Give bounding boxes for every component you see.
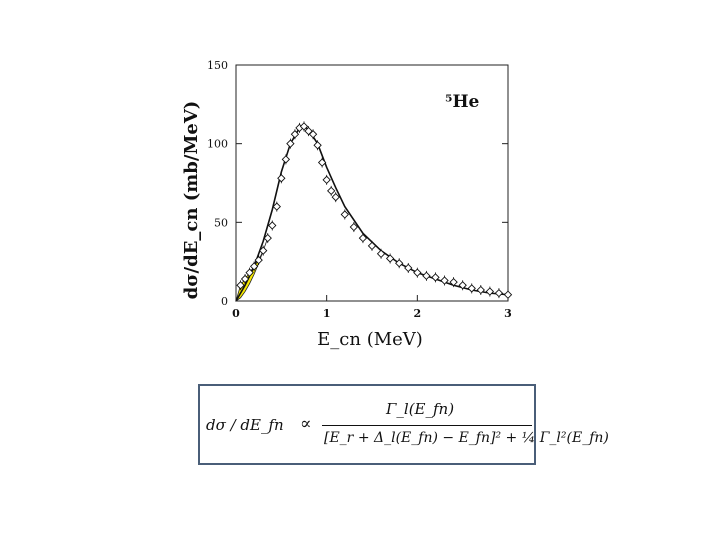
data-point — [268, 221, 277, 230]
data-point — [286, 139, 295, 148]
data-point — [331, 192, 340, 202]
formula-lhs: dσ / dE_fn — [206, 416, 284, 434]
x-axis-label: E_cn (MeV) — [317, 329, 423, 350]
data-point — [385, 254, 395, 263]
data-point — [422, 271, 431, 280]
data-point — [413, 268, 422, 277]
data-point — [485, 287, 495, 296]
data-point — [317, 158, 327, 167]
data-point — [272, 202, 281, 211]
y-tick-label: 150 — [207, 59, 228, 72]
data-point — [277, 174, 286, 183]
axis-ticks: 0 1 2 3 0 50 100 150 — [207, 59, 512, 320]
y-tick-label: 50 — [214, 216, 228, 229]
data-point — [440, 276, 449, 285]
plot-frame — [235, 64, 509, 302]
x-tick-label: 3 — [504, 307, 512, 320]
data-point — [308, 130, 318, 139]
data-point — [236, 281, 245, 290]
y-axis-label: dσ/dE_cn (mb/MeV) — [181, 101, 202, 300]
data-point — [245, 268, 254, 277]
fit-curve — [235, 125, 509, 302]
data-point — [254, 255, 263, 265]
y-tick-label: 0 — [221, 295, 228, 308]
data-point — [503, 290, 513, 299]
data-point — [376, 249, 386, 258]
data-point — [249, 262, 259, 271]
data-point — [431, 273, 440, 282]
data-point — [358, 233, 368, 243]
data-point — [367, 241, 377, 251]
data-point — [404, 263, 413, 273]
proportional-symbol: ∝ — [300, 414, 312, 434]
data-point — [349, 222, 359, 232]
cross-section-chart: 0 1 2 3 0 50 100 150 ⁵He E_cn (MeV) dσ/dE_cn (m… — [181, 59, 513, 350]
data-point — [322, 175, 331, 185]
data-point — [476, 285, 485, 295]
fraction-bar — [322, 425, 532, 426]
data-point — [299, 122, 309, 131]
data-points-group — [236, 121, 513, 300]
data-point — [467, 284, 476, 293]
data-point — [395, 259, 404, 268]
data-point — [494, 288, 504, 298]
y-tick-label: 100 — [207, 138, 228, 151]
data-point — [313, 141, 322, 150]
data-point — [458, 281, 467, 290]
data-point — [449, 277, 458, 287]
x-tick-label: 2 — [414, 307, 422, 320]
x-tick-label: 1 — [323, 307, 331, 320]
formula-box: dσ / dE_fn ∝ Γ_l(E_fn) [E_r + Δ_l(E_fn) … — [198, 384, 609, 465]
data-point — [259, 246, 268, 255]
data-point — [327, 186, 336, 196]
data-point — [263, 233, 272, 243]
formula-denominator: [E_r + Δ_l(E_fn) − E_fn]² + ¼ Γ_l²(E_fn) — [324, 430, 609, 446]
data-point — [340, 210, 349, 219]
fit-curve-group — [235, 125, 509, 302]
formula-numerator: Γ_l(E_fn) — [386, 400, 455, 418]
isotope-label: ⁵He — [445, 92, 480, 112]
data-point — [290, 130, 300, 139]
data-point — [240, 274, 250, 284]
data-point — [281, 155, 291, 164]
x-tick-label: 0 — [232, 307, 240, 320]
